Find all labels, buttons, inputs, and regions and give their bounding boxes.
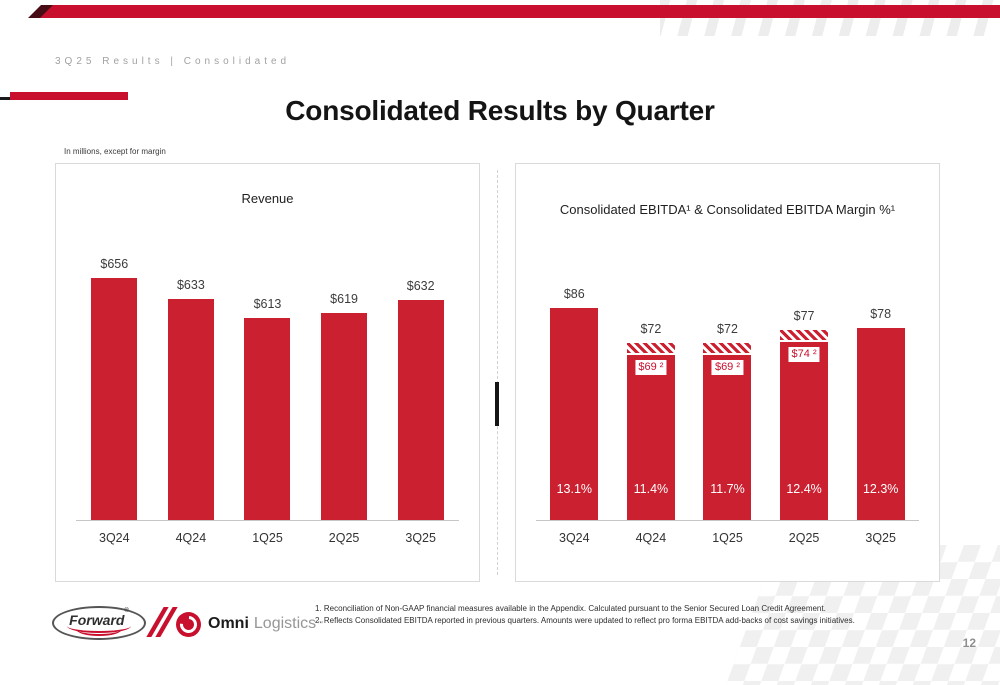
registered-mark: ® <box>124 608 129 614</box>
revenue-xaxis: 3Q24 4Q24 1Q25 2Q25 3Q25 <box>76 531 459 545</box>
revenue-bar <box>244 318 291 520</box>
revenue-bar <box>321 313 368 520</box>
ebitda-bar-group: $77 $74 ² 12.4% <box>767 309 842 520</box>
margin-percent-label: 13.1% <box>556 482 593 496</box>
panel-divider-line <box>497 170 498 575</box>
x-axis-label: 3Q25 <box>865 531 896 545</box>
ribbon-red-band <box>40 5 1000 18</box>
ebitda-chart-title: Consolidated EBITDA¹ & Consolidated EBIT… <box>559 202 896 217</box>
forward-swoosh-icon <box>76 629 122 636</box>
omni-swoosh-icon <box>176 612 201 636</box>
ebitda-bar: $69 ² 11.4% <box>626 343 675 520</box>
revenue-chart-title: Revenue <box>241 191 294 206</box>
ebitda-bar-group: $86 13.1% <box>537 287 612 520</box>
bar-value-label: $72 <box>717 322 738 336</box>
ebitda-bar-group: $72 $69 ² 11.4% <box>613 322 688 520</box>
x-axis-label: 1Q25 <box>712 531 743 545</box>
x-axis-label: 4Q24 <box>175 531 207 545</box>
bar-value-label: $656 <box>100 257 129 271</box>
ebitda-chart-panel: Consolidated EBITDA¹ & Consolidated EBIT… <box>515 163 940 582</box>
revenue-bar <box>91 278 138 520</box>
x-axis-label: 3Q25 <box>405 531 436 545</box>
margin-percent-label: 12.3% <box>862 482 899 496</box>
x-axis-label: 3Q24 <box>99 531 130 545</box>
bar-value-label: $633 <box>176 278 205 292</box>
revenue-bar <box>397 300 444 520</box>
margin-percent-label: 12.4% <box>786 482 822 496</box>
x-axis-label: 2Q25 <box>328 531 360 545</box>
bar-value-label: $86 <box>563 287 585 301</box>
forward-logo: Forward® <box>52 606 146 640</box>
x-axis-label: 2Q25 <box>788 531 820 545</box>
bar-value-label: $72 <box>640 322 662 336</box>
bar-value-label: $78 <box>870 307 892 321</box>
bar-value-label: $632 <box>406 279 435 293</box>
restated-difference-hatch <box>626 343 675 355</box>
margin-percent-label: 11.4% <box>633 482 669 496</box>
x-axis-label: 1Q25 <box>252 531 283 545</box>
x-axis-label: 4Q24 <box>635 531 667 545</box>
revenue-bar-group: $619 <box>308 292 380 520</box>
ebitda-bar: $69 ² 11.7% <box>703 343 752 520</box>
omni-logistics-logo: Omni Logistics ™ <box>176 611 323 637</box>
omni-logo-text-light: Logistics <box>253 615 317 632</box>
footnote-1: 1. Reconciliation of Non-GAAP financial … <box>315 604 826 613</box>
units-note: In millions, except for margin <box>64 147 166 156</box>
ebitda-bar: 13.1% <box>550 308 599 520</box>
prior-reported-value-label: $69 ² <box>635 360 667 375</box>
bar-value-label: $619 <box>330 292 358 306</box>
bar-value-label: $613 <box>253 297 282 311</box>
panel-divider-accent <box>495 382 499 426</box>
footnotes: 1. Reconciliation of Non-GAAP financial … <box>315 603 915 626</box>
restated-difference-hatch <box>703 343 752 355</box>
margin-percent-label: 11.7% <box>710 482 745 496</box>
bar-value-label: $77 <box>793 309 815 323</box>
ebitda-bar-group: $78 12.3% <box>843 307 918 520</box>
slide-title: Consolidated Results by Quarter <box>285 95 715 126</box>
revenue-bar-group: $656 <box>78 257 150 520</box>
restated-difference-hatch <box>780 330 829 342</box>
ebitda-xaxis: 3Q24 4Q24 1Q25 2Q25 3Q25 <box>536 531 919 545</box>
footnote-2: 2. Reflects Consolidated EBITDA reported… <box>315 615 855 625</box>
accent-bar-red <box>10 92 128 100</box>
revenue-bar <box>167 299 214 520</box>
ebitda-plot: $86 13.1% $72 $69 ² 11.4% $72 $69 ² 11.7% $77 $74… <box>536 216 919 521</box>
revenue-bar-group: $633 <box>155 278 227 520</box>
revenue-bar-group: $613 <box>231 297 303 520</box>
omni-logo-text-bold: Omni <box>208 615 249 632</box>
ebitda-bar: $74 ² 12.4% <box>780 330 829 520</box>
slide-eyebrow: 3Q25 Results | Consolidated <box>55 56 291 67</box>
prior-reported-value-label: $69 ² <box>711 360 744 375</box>
prior-reported-value-label: $74 ² <box>788 347 820 362</box>
logo-separator-slashes <box>146 607 178 637</box>
x-axis-label: 3Q24 <box>559 531 590 545</box>
revenue-chart-panel: Revenue $656 $633 $613 $619 $632 3Q24 4Q24 1Q2… <box>55 163 480 582</box>
revenue-bar-group: $632 <box>385 279 457 520</box>
revenue-plot: $656 $633 $613 $619 $632 <box>76 216 459 521</box>
omni-circle-icon <box>176 611 201 637</box>
ebitda-bar-group: $72 $69 ² 11.7% <box>690 322 765 520</box>
ebitda-bar: 12.3% <box>856 328 905 520</box>
trademark-mark: ™ <box>317 621 324 627</box>
page-number: 12 <box>962 636 976 650</box>
forward-logo-text: Forward <box>69 612 125 628</box>
